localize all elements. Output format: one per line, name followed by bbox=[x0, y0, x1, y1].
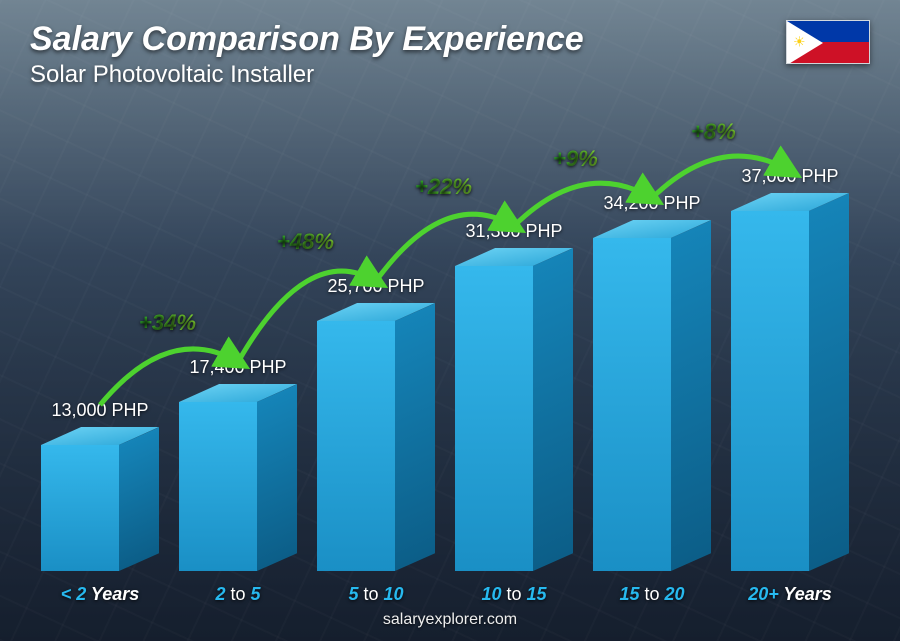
bar-column: 37,000 PHP 20+ Years bbox=[730, 120, 850, 571]
header: Salary Comparison By Experience Solar Ph… bbox=[30, 20, 870, 89]
footer-source: salaryexplorer.com bbox=[0, 611, 900, 629]
growth-percent-label: +8% bbox=[691, 119, 736, 145]
bar bbox=[179, 384, 297, 571]
bar-category-label: 10 to 15 bbox=[481, 584, 546, 605]
bar-column: 13,000 PHP < 2 Years bbox=[40, 120, 160, 571]
bar-category-label: < 2 Years bbox=[61, 584, 140, 605]
bar-category-label: 2 to 5 bbox=[215, 584, 260, 605]
bar bbox=[317, 303, 435, 571]
bar-category-label: 20+ Years bbox=[748, 584, 832, 605]
bar-column: 31,300 PHP 10 to 15 bbox=[454, 120, 574, 571]
page-title: Salary Comparison By Experience bbox=[30, 20, 870, 59]
bar-category-label: 5 to 10 bbox=[348, 584, 403, 605]
growth-percent-label: +48% bbox=[277, 229, 334, 255]
bar bbox=[41, 427, 159, 571]
bar-value-label: 34,200 PHP bbox=[582, 193, 722, 214]
bar-value-label: 17,400 PHP bbox=[168, 357, 308, 378]
bar-category-label: 15 to 20 bbox=[619, 584, 684, 605]
bar-value-label: 37,000 PHP bbox=[720, 166, 860, 187]
flag-sun: ☀ bbox=[793, 34, 806, 51]
bar-column: 17,400 PHP 2 to 5 bbox=[178, 120, 298, 571]
page-subtitle: Solar Photovoltaic Installer bbox=[30, 61, 870, 89]
bar bbox=[593, 220, 711, 571]
growth-percent-label: +9% bbox=[553, 146, 598, 172]
growth-percent-label: +34% bbox=[139, 310, 196, 336]
salary-bar-chart: 13,000 PHP < 2 Years17,400 PHP 2 to 5 25,… bbox=[40, 120, 850, 571]
bar bbox=[731, 193, 849, 571]
bar-value-label: 13,000 PHP bbox=[30, 400, 170, 421]
bar-column: 34,200 PHP 15 to 20 bbox=[592, 120, 712, 571]
bar bbox=[455, 248, 573, 571]
bar-value-label: 31,300 PHP bbox=[444, 221, 584, 242]
growth-percent-label: +22% bbox=[415, 174, 472, 200]
bar-value-label: 25,700 PHP bbox=[306, 276, 446, 297]
flag-philippines: ☀ bbox=[786, 20, 870, 64]
